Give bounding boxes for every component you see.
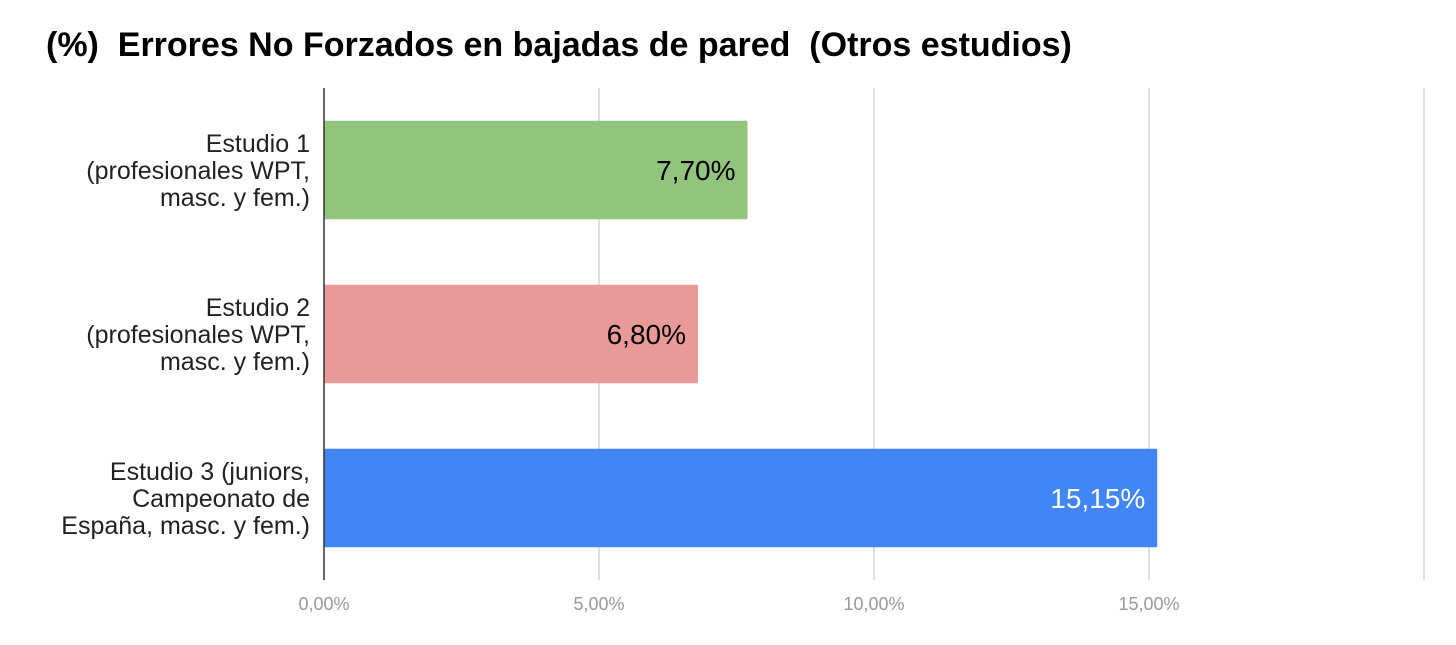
data-label: 15,15% [1050, 483, 1145, 514]
category-label-line: Estudio 2 [206, 294, 310, 322]
x-tick-label: 15,00% [1118, 594, 1179, 614]
data-label: 7,70% [656, 155, 735, 186]
chart-title: (%) Errores No Forzados en bajadas de pa… [46, 26, 1072, 64]
category-label-line: España, masc. y fem.) [61, 512, 310, 540]
category-label-line: (profesionales WPT, [86, 157, 310, 185]
x-tick-label: 5,00% [573, 594, 624, 614]
category-label-line: masc. y fem.) [160, 184, 310, 212]
category-label-line: Estudio 3 (juniors, [110, 458, 310, 486]
category-label: Estudio 2 (profesionales WPT, masc. y fem.… [86, 294, 310, 376]
category-label-line: (profesionales WPT, [86, 321, 310, 349]
bars [324, 120, 1158, 548]
category-label: Estudio 3 (juniors, Campeonato de España, … [61, 458, 310, 540]
category-label-line: masc. y fem.) [160, 348, 310, 376]
data-label: 6,80% [607, 319, 686, 350]
category-label-line: Estudio 1 [206, 130, 310, 158]
x-tick-labels: 0,00% 5,00% 10,00% 15,00% [298, 594, 1179, 614]
bar [324, 120, 748, 220]
data-labels: 7,70% 6,80% 15,15% [607, 155, 1146, 514]
category-label-line: Campeonato de [132, 485, 310, 513]
x-tick-label: 10,00% [843, 594, 904, 614]
category-label: Estudio 1 (profesionales WPT, masc. y fem.… [86, 130, 310, 212]
bar [324, 448, 1158, 548]
x-tick-label: 0,00% [298, 594, 349, 614]
category-labels: Estudio 1 (profesionales WPT, masc. y fem.… [61, 130, 310, 540]
bar [324, 284, 698, 384]
